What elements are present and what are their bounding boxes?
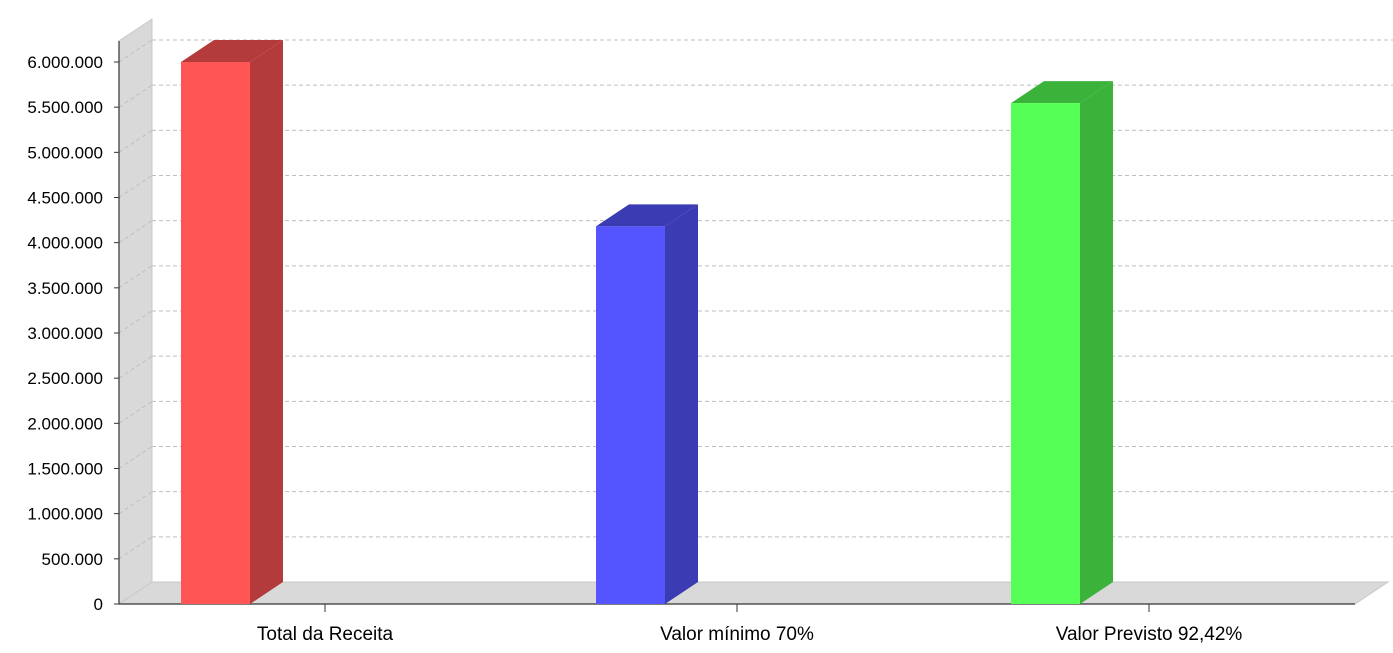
- bar-top: [1011, 81, 1113, 104]
- bar: [596, 226, 665, 604]
- x-tick-label: Valor Previsto 92,42%: [1056, 624, 1243, 645]
- y-tick-label: 0: [94, 595, 103, 614]
- y-tick-label: 4.500.000: [27, 189, 103, 208]
- x-tick-label: Valor mínimo 70%: [660, 624, 814, 645]
- bar: [181, 62, 250, 604]
- y-tick-label: 500.000: [42, 550, 103, 569]
- x-axis-ticks: Total da Receita Valor mínimo 70% Valor Pr…: [257, 604, 1243, 645]
- bar-top: [181, 40, 283, 62]
- bar: [1011, 103, 1080, 604]
- bar-top: [596, 204, 698, 227]
- y-tick-label: 4.000.000: [27, 234, 103, 253]
- bar-side: [665, 204, 698, 604]
- floor: [117, 581, 1390, 605]
- y-tick-label: 2.000.000: [27, 414, 103, 433]
- y-tick-label: 1.000.000: [27, 505, 103, 524]
- x-tick-label: Total da Receita: [257, 624, 394, 645]
- y-tick-label: 2.500.000: [27, 369, 103, 388]
- grid-lines: [118, 39, 1393, 560]
- y-tick-label: 3.500.000: [27, 279, 103, 298]
- axes: [118, 41, 1355, 605]
- left-wall: [118, 18, 153, 605]
- y-tick-label: 5.500.000: [27, 98, 103, 117]
- bar-side: [250, 40, 283, 604]
- y-tick-label: 6.000.000: [27, 53, 103, 72]
- bar-side: [1080, 81, 1113, 604]
- y-tick-label: 5.000.000: [27, 143, 103, 162]
- bars: [181, 40, 1113, 604]
- y-axis-ticks: 0 500.000 1.000.000 1.500.000 2.000.000 2.500…: [27, 53, 119, 614]
- y-tick-label: 3.000.000: [27, 324, 103, 343]
- y-tick-label: 1.500.000: [27, 460, 103, 479]
